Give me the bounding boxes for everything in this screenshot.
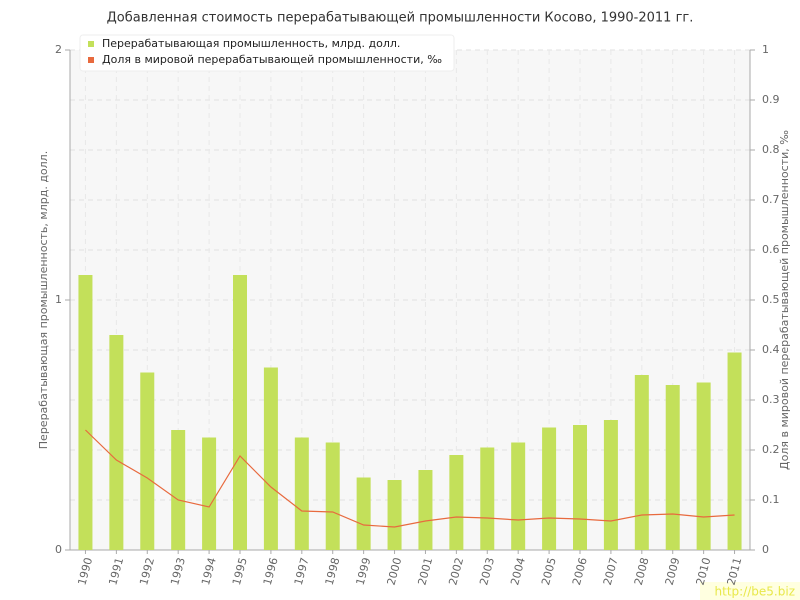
x-tick-label: 2008 (632, 556, 652, 586)
x-tick-label: 1998 (323, 556, 343, 586)
y2-tick-label: 0.9 (762, 93, 780, 106)
x-tick-label: 2007 (601, 556, 621, 586)
x-tick-label: 1995 (230, 556, 250, 586)
bar (449, 455, 464, 550)
x-tick-label: 2003 (477, 556, 497, 586)
y2-tick-label: 0.1 (762, 493, 780, 506)
bar (542, 427, 557, 550)
x-tick-label: 1990 (75, 556, 95, 586)
bar (480, 447, 495, 550)
bar (171, 430, 186, 550)
y2-tick-label: 0 (762, 543, 769, 556)
x-tick-label: 1999 (354, 556, 374, 586)
y2-tick-label: 0.7 (762, 193, 780, 206)
legend-label: Перерабатывающая промышленность, млрд. д… (102, 37, 400, 50)
legend-label: Доля в мировой перерабатывающей промышле… (102, 53, 442, 66)
bar (634, 375, 649, 550)
bar (109, 335, 124, 550)
bar (727, 352, 742, 550)
x-tick-label: 2009 (663, 556, 683, 586)
x-tick-label: 2001 (415, 556, 435, 586)
bar (603, 420, 618, 550)
bar (263, 367, 278, 550)
bar (387, 480, 402, 550)
y-tick-label: 0 (55, 543, 62, 556)
x-tick-label: 1994 (199, 556, 219, 586)
watermark: http://be5.biz (715, 585, 795, 599)
y-tick-label: 1 (55, 293, 62, 306)
x-tick-label: 2002 (446, 556, 466, 586)
x-tick-label: 2005 (539, 556, 559, 586)
bar (573, 425, 587, 550)
y2-tick-label: 0.6 (762, 243, 780, 256)
bar (665, 385, 680, 550)
x-tick-label: 2006 (570, 556, 590, 586)
x-tick-label: 1992 (137, 556, 157, 586)
x-tick-label: 2004 (508, 556, 528, 586)
bar (418, 470, 433, 550)
x-tick-label: 1993 (168, 556, 188, 586)
y2-axis-title: Доля в мировой перерабатывающей промышле… (778, 130, 791, 470)
y2-tick-label: 0.5 (762, 293, 780, 306)
legend-box (79, 34, 455, 72)
y2-tick-label: 1 (762, 43, 769, 56)
legend-swatch (88, 41, 94, 47)
x-tick-label: 1991 (106, 556, 126, 586)
bar (202, 437, 217, 550)
bar (325, 442, 340, 550)
x-tick-label: 1997 (292, 556, 312, 586)
legend: Перерабатывающая промышленность, млрд. д… (79, 34, 455, 72)
y2-tick-label: 0.3 (762, 393, 780, 406)
y2-tick-label: 0.8 (762, 143, 780, 156)
x-tick-label: 2000 (385, 556, 405, 586)
bar (294, 437, 309, 550)
bar (511, 442, 526, 550)
y-axis-title: Перерабатывающая промышленность, млрд. д… (37, 151, 50, 449)
y-tick-label: 2 (55, 43, 62, 56)
bar (78, 275, 93, 550)
chart-title: Добавленная стоимость перерабатывающей п… (107, 11, 694, 26)
bar (356, 477, 371, 550)
bar (696, 382, 711, 550)
x-tick-label: 1996 (261, 556, 281, 586)
y2-tick-label: 0.4 (762, 343, 780, 356)
y2-tick-label: 0.2 (762, 443, 780, 456)
line (85, 429, 735, 528)
watermark-bg (700, 582, 800, 600)
legend-swatch (88, 57, 94, 63)
bar (140, 372, 155, 550)
bar (233, 275, 247, 550)
